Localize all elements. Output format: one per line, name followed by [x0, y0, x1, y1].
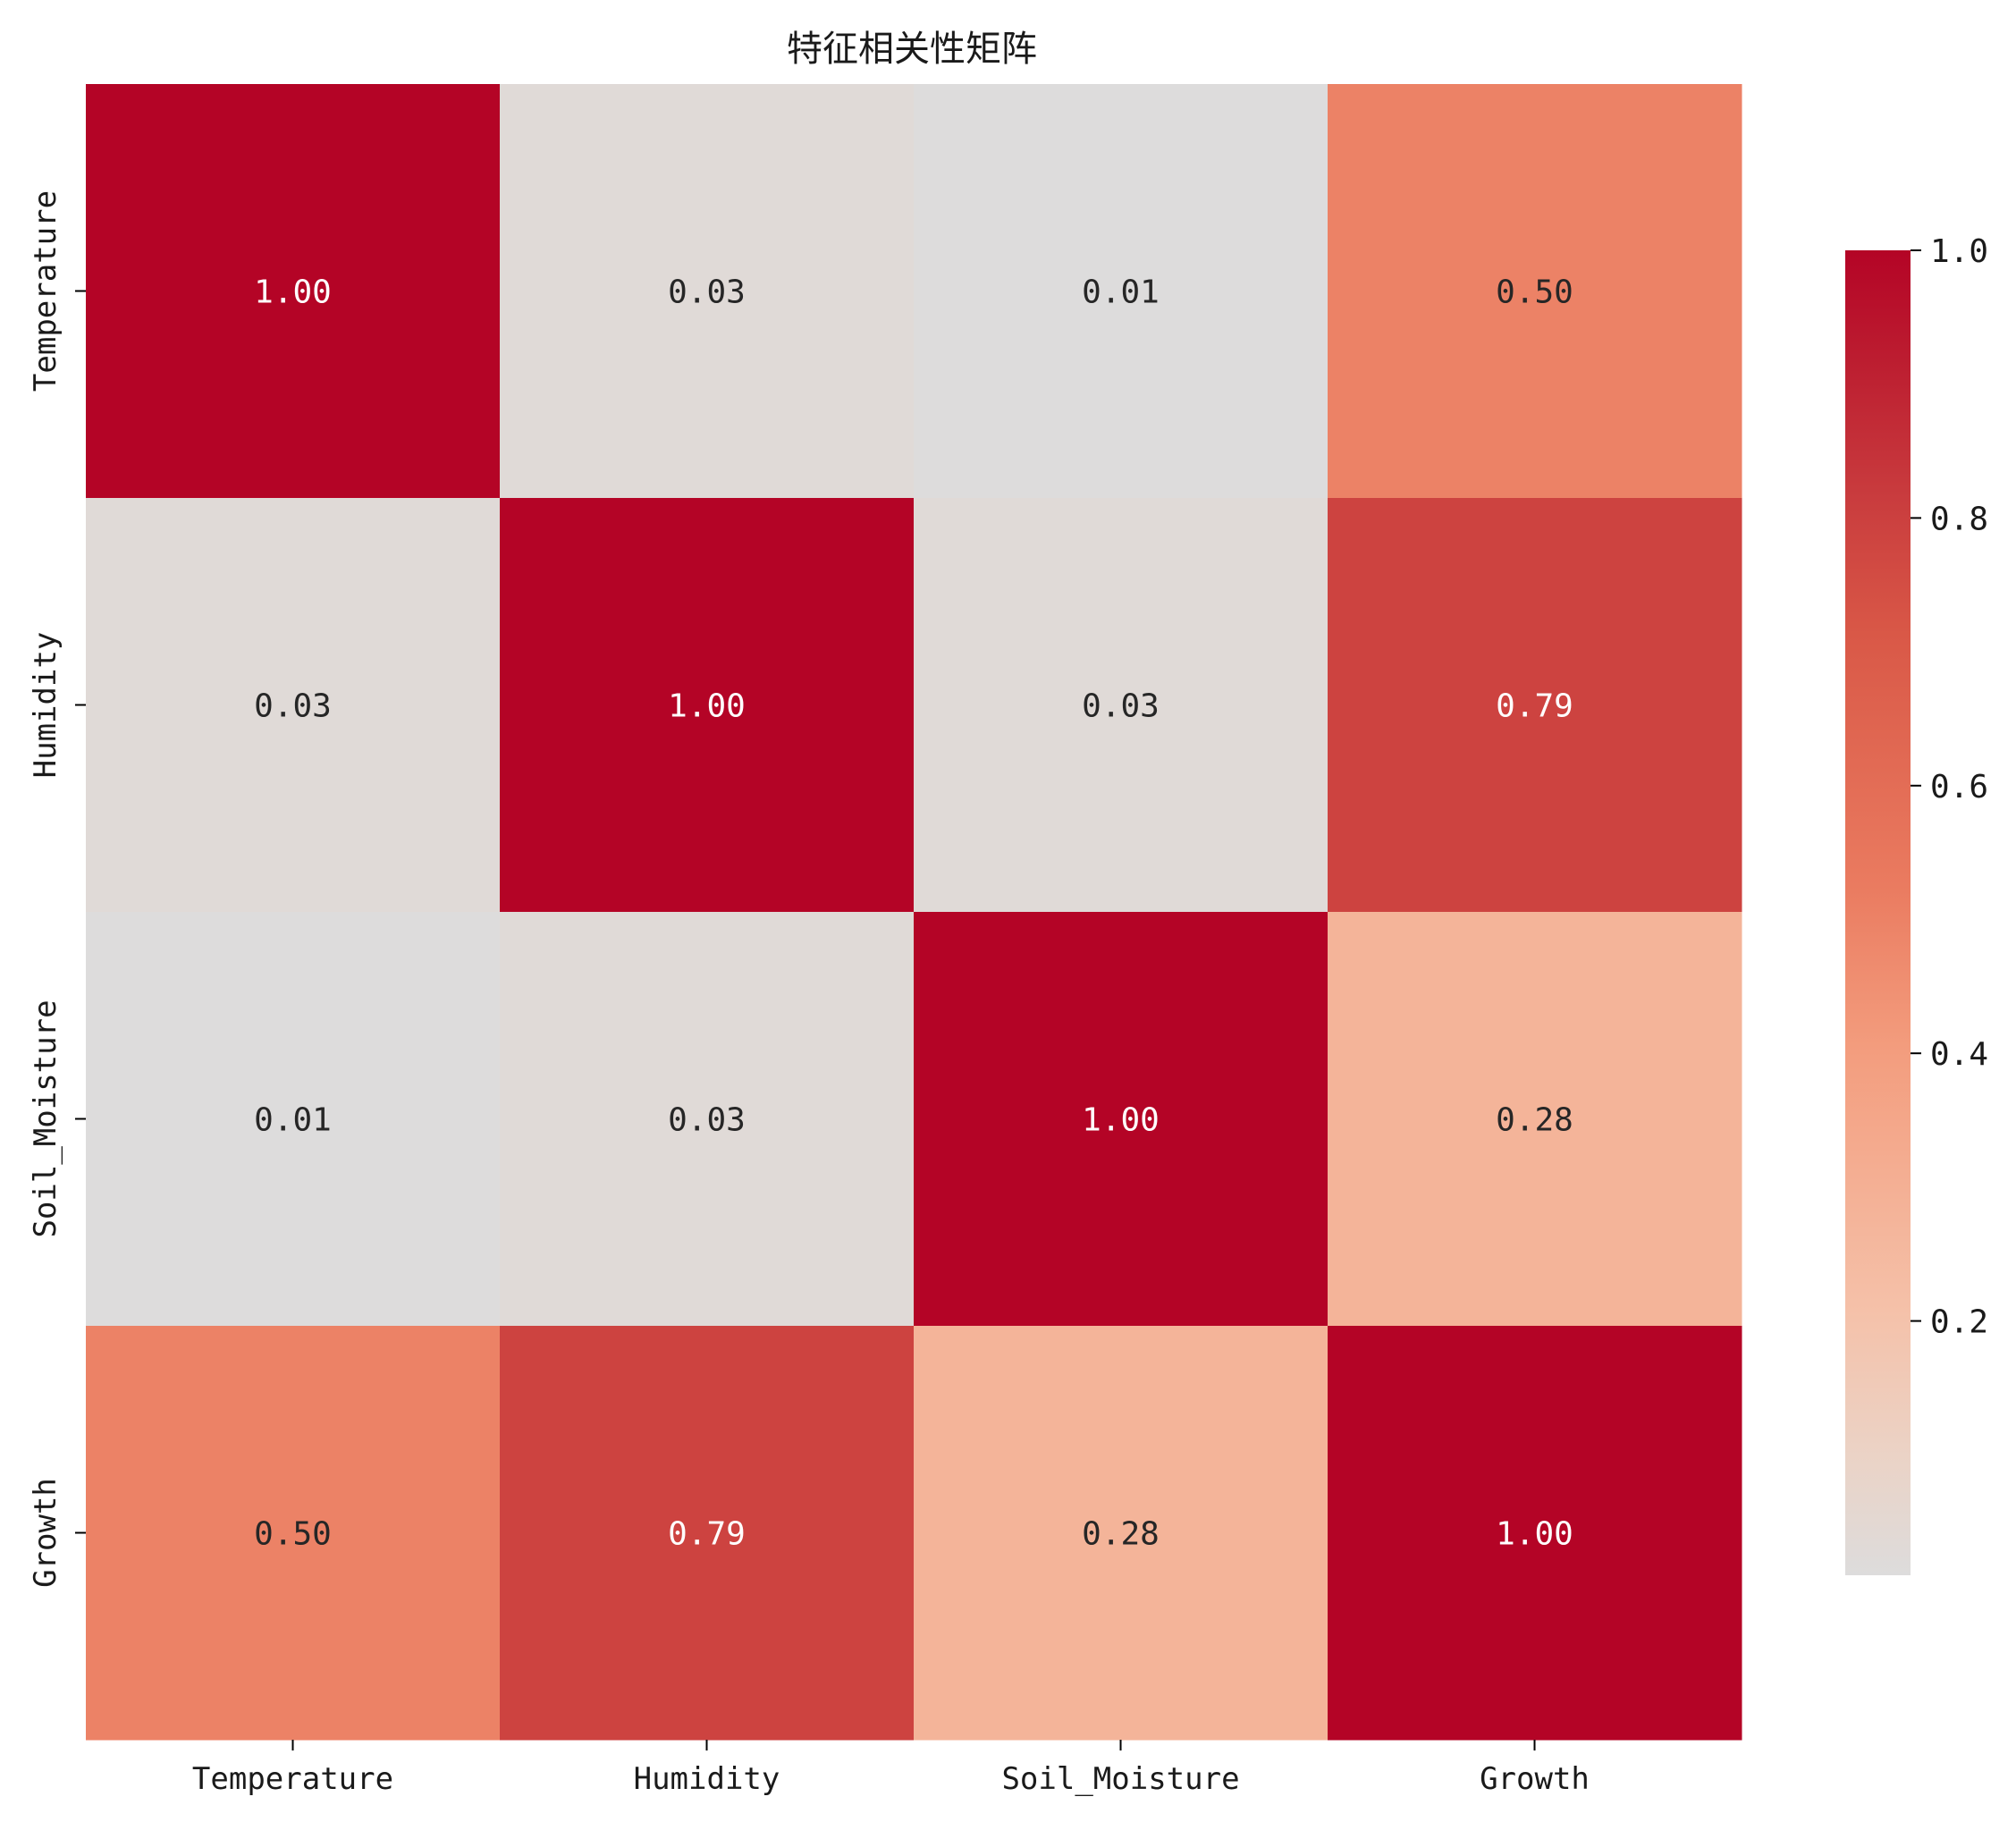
cell-annotation-1-1: 1.00: [668, 688, 746, 725]
y-tick-label-3: Growth: [28, 1478, 63, 1588]
heatmap-cell-1-2: [914, 498, 1329, 913]
heatmap-cell-3-3: [1328, 1326, 1742, 1741]
cell-annotation-1-0: 0.03: [254, 688, 332, 725]
colorbar-tick-label-0: 0.2: [1930, 1304, 1988, 1341]
cell-annotation-1-3: 0.79: [1496, 688, 1573, 725]
cell-annotation-0-1: 0.03: [668, 274, 746, 311]
colorbar: 0.2 0.4 0.6 0.8 1.0: [1845, 233, 1988, 1575]
cell-annotation-3-2: 0.28: [1082, 1516, 1160, 1553]
colorbar-tick-label-1: 0.4: [1930, 1036, 1988, 1073]
heatmap-cell-1-1: [500, 498, 915, 913]
heatmap-cells: 1.00 0.03 0.01 0.50 0.03 1.00 0.03 0.79 0.01 0.03…: [86, 84, 1742, 1741]
cell-annotation-3-0: 0.50: [254, 1516, 332, 1553]
colorbar-tick-label-2: 0.6: [1930, 769, 1988, 806]
cell-annotation-0-3: 0.50: [1496, 274, 1573, 311]
heatmap-cell-0-1: [500, 84, 915, 499]
heatmap-cell-2-3: [1328, 912, 1742, 1327]
heatmap-cell-0-2: [914, 84, 1329, 499]
cell-annotation-2-1: 0.03: [668, 1102, 746, 1139]
colorbar-tick-label-3: 0.8: [1930, 501, 1988, 537]
colorbar-tick-label-4: 1.0: [1930, 233, 1988, 270]
cell-annotation-2-2: 1.00: [1082, 1102, 1160, 1139]
y-tick-label-2: Soil_Moisture: [28, 1000, 63, 1237]
y-axis: Temperature Humidity Soil_Moisture Growth: [28, 190, 86, 1588]
x-tick-label-0: Temperature: [192, 1761, 393, 1797]
cell-annotation-3-3: 1.00: [1496, 1516, 1573, 1553]
heatmap-cell-2-0: [86, 912, 501, 1327]
heatmap-cell-1-3: [1328, 498, 1742, 913]
chart-title: 特征相关性矩阵: [787, 29, 1037, 70]
heatmap-cell-2-2: [914, 912, 1329, 1327]
cell-annotation-2-3: 0.28: [1496, 1102, 1573, 1139]
cell-annotation-2-0: 0.01: [254, 1102, 332, 1139]
heatmap-cell-2-1: [500, 912, 915, 1327]
heatmap-cell-0-0: [86, 84, 501, 499]
x-axis: Temperature Humidity Soil_Moisture Growth: [192, 1740, 1590, 1797]
cell-annotation-3-1: 0.79: [668, 1516, 746, 1553]
heatmap-cell-3-1: [500, 1326, 915, 1741]
colorbar-gradient: [1845, 250, 1911, 1575]
x-tick-label-1: Humidity: [634, 1761, 780, 1797]
x-tick-label-3: Growth: [1480, 1761, 1590, 1797]
heatmap-cell-3-0: [86, 1326, 501, 1741]
heatmap-cell-1-0: [86, 498, 501, 913]
y-tick-label-0: Temperature: [28, 190, 63, 392]
y-tick-label-1: Humidity: [28, 632, 63, 779]
heatmap-cell-0-3: [1328, 84, 1742, 499]
cell-annotation-1-2: 0.03: [1082, 688, 1160, 725]
cell-annotation-0-0: 1.00: [254, 274, 332, 311]
x-tick-label-2: Soil_Moisture: [1001, 1761, 1239, 1797]
cell-annotation-0-2: 0.01: [1082, 274, 1160, 311]
heatmap-cell-3-2: [914, 1326, 1329, 1741]
